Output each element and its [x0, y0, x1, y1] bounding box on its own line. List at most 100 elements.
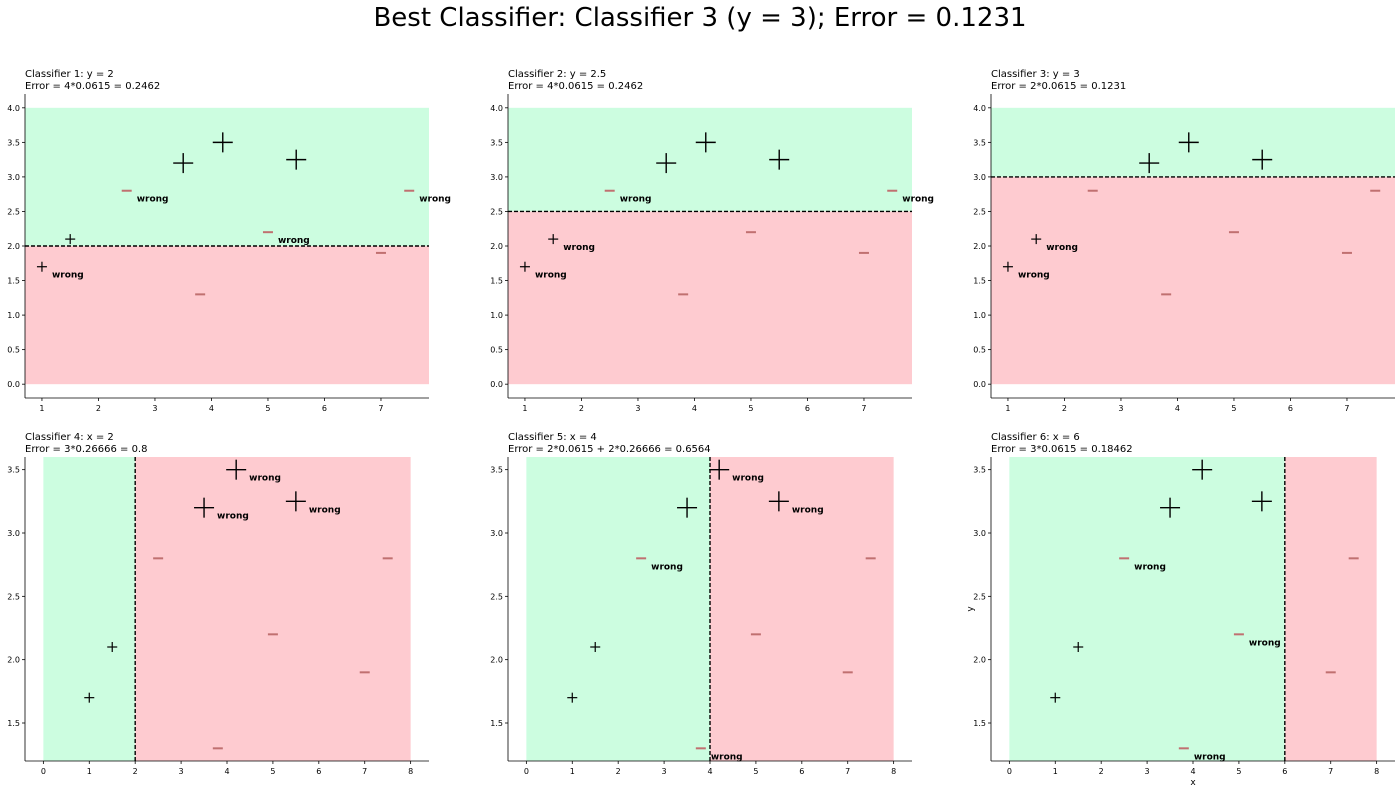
wrong-annotation: wrong	[137, 195, 169, 205]
x-tick-label: 3	[1145, 767, 1150, 776]
x-tick-label: 4	[707, 767, 712, 776]
wrong-annotation: wrong	[651, 562, 683, 572]
y-tick-label: 2.5	[973, 592, 986, 601]
negative-region	[710, 457, 894, 761]
y-tick-label: 3.5	[7, 466, 20, 475]
y-tick-label: 2.5	[7, 207, 20, 216]
y-tick-label: 0.0	[7, 380, 20, 389]
x-tick-label: 8	[1374, 767, 1379, 776]
y-tick-label: 3.0	[973, 529, 986, 538]
wrong-annotation: wrong	[620, 195, 652, 205]
x-tick-label: 7	[1344, 404, 1349, 413]
y-tick-label: 1.5	[7, 719, 20, 728]
y-tick-label: 1.5	[973, 719, 986, 728]
y-tick-label: 3.5	[7, 138, 20, 147]
y-tick-label: 2.5	[490, 592, 503, 601]
x-tick-label: 5	[753, 767, 758, 776]
y-tick-label: 4.0	[973, 104, 986, 113]
x-tick-label: 0	[1007, 767, 1012, 776]
x-tick-label: 8	[891, 767, 896, 776]
x-tick-label: 7	[845, 767, 850, 776]
y-tick-label: 2.0	[973, 656, 986, 665]
x-tick-label: 6	[1288, 404, 1293, 413]
positive-region	[1009, 457, 1285, 761]
y-tick-label: 4.0	[490, 104, 503, 113]
x-tick-label: 5	[1236, 767, 1241, 776]
x-tick-label: 0	[524, 767, 529, 776]
wrong-annotation: wrong	[1134, 562, 1166, 572]
negative-region	[135, 457, 411, 761]
subplot-4: 0 1 2 3 4 5 6 7 8 1.5 2.0 2.5 3.0 3.5 wrong wrong wrong C…	[7, 432, 429, 776]
x-tick-label: 1	[1053, 767, 1058, 776]
x-tick-label: 3	[152, 404, 157, 413]
wrong-annotation: wrong	[535, 271, 567, 281]
x-tick-label: 5	[270, 767, 275, 776]
x-tick-label: 5	[265, 404, 270, 413]
x-tick-label: 3	[662, 767, 667, 776]
x-tick-label: 3	[1118, 404, 1123, 413]
y-tick-label: 2.0	[973, 242, 986, 251]
x-tick-label: 2	[579, 404, 584, 413]
y-tick-label: 1.0	[490, 311, 503, 320]
negative-region	[25, 246, 429, 385]
x-tick-label: 1	[39, 404, 44, 413]
y-tick-label: 0.0	[973, 380, 986, 389]
y-tick-label: 3.5	[490, 138, 503, 147]
y-tick-label: 0.5	[7, 346, 20, 355]
y-tick-label: 1.5	[490, 277, 503, 286]
x-tick-label: 7	[362, 767, 367, 776]
y-tick-label: 2.0	[7, 242, 20, 251]
wrong-annotation: wrong	[792, 505, 824, 515]
subplot-3: 1 2 3 4 5 6 7 0.0 0.5 1.0 1.5 2.0 2.5 3.0 3.5 4.0 wrong w…	[973, 69, 1395, 413]
subplot-title: Classifier 3: y = 3	[991, 69, 1080, 80]
y-tick-label: 3.0	[7, 529, 20, 538]
x-tick-label: 7	[1328, 767, 1333, 776]
wrong-annotation: wrong	[1194, 752, 1226, 762]
x-tick-label: 2	[1099, 767, 1104, 776]
x-tick-label: 3	[635, 404, 640, 413]
wrong-annotation: wrong	[278, 236, 310, 246]
x-tick-label: 3	[179, 767, 184, 776]
x-tick-label: 6	[316, 767, 321, 776]
x-tick-label: 4	[209, 404, 214, 413]
positive-region	[508, 107, 912, 212]
y-tick-label: 1.5	[973, 277, 986, 286]
wrong-annotation: wrong	[1018, 271, 1050, 281]
x-tick-label: 6	[1282, 767, 1287, 776]
y-tick-label: 2.5	[973, 207, 986, 216]
wrong-annotation: wrong	[711, 752, 743, 762]
x-tick-label: 2	[133, 767, 138, 776]
x-tick-label: 1	[570, 767, 575, 776]
y-tick-label: 3.5	[973, 138, 986, 147]
y-tick-label: 1.5	[7, 277, 20, 286]
wrong-annotation: wrong	[1249, 638, 1281, 648]
x-tick-label: 8	[408, 767, 413, 776]
wrong-annotation: wrong	[902, 195, 934, 205]
y-tick-label: 3.5	[973, 466, 986, 475]
wrong-annotation: wrong	[217, 512, 249, 522]
subplot-title: Classifier 5: x = 4	[508, 432, 597, 443]
wrong-annotation: wrong	[419, 195, 451, 205]
positive-region	[526, 457, 710, 761]
y-tick-label: 0.5	[490, 346, 503, 355]
subplot-1: 1 2 3 4 5 6 7 0.0 0.5 1.0 1.5 2.0 2.5 3.0 3.5 4.0 wrong w…	[7, 69, 451, 413]
x-tick-label: 1	[1005, 404, 1010, 413]
y-tick-label: 0.5	[973, 346, 986, 355]
y-tick-label: 4.0	[7, 104, 20, 113]
y-tick-label: 2.0	[490, 656, 503, 665]
x-tick-label: 4	[1190, 767, 1195, 776]
y-tick-label: 3.0	[490, 173, 503, 182]
subplot-error-label: Error = 3*0.26666 = 0.8	[25, 444, 147, 455]
positive-region	[43, 457, 136, 761]
y-tick-label: 3.5	[490, 466, 503, 475]
subplot-title: Classifier 6: x = 6	[991, 432, 1080, 443]
x-tick-label: 6	[799, 767, 804, 776]
x-tick-label: 7	[378, 404, 383, 413]
subplot-error-label: Error = 2*0.0615 = 0.1231	[991, 81, 1126, 92]
subplot-6: 0 1 2 3 4 5 6 7 8 1.5 2.0 2.5 3.0 3.5 wrong wrong wrong C…	[966, 432, 1395, 788]
y-tick-label: 2.5	[7, 592, 20, 601]
x-tick-label: 4	[692, 404, 697, 413]
wrong-annotation: wrong	[563, 243, 595, 253]
x-tick-label: 5	[1231, 404, 1236, 413]
